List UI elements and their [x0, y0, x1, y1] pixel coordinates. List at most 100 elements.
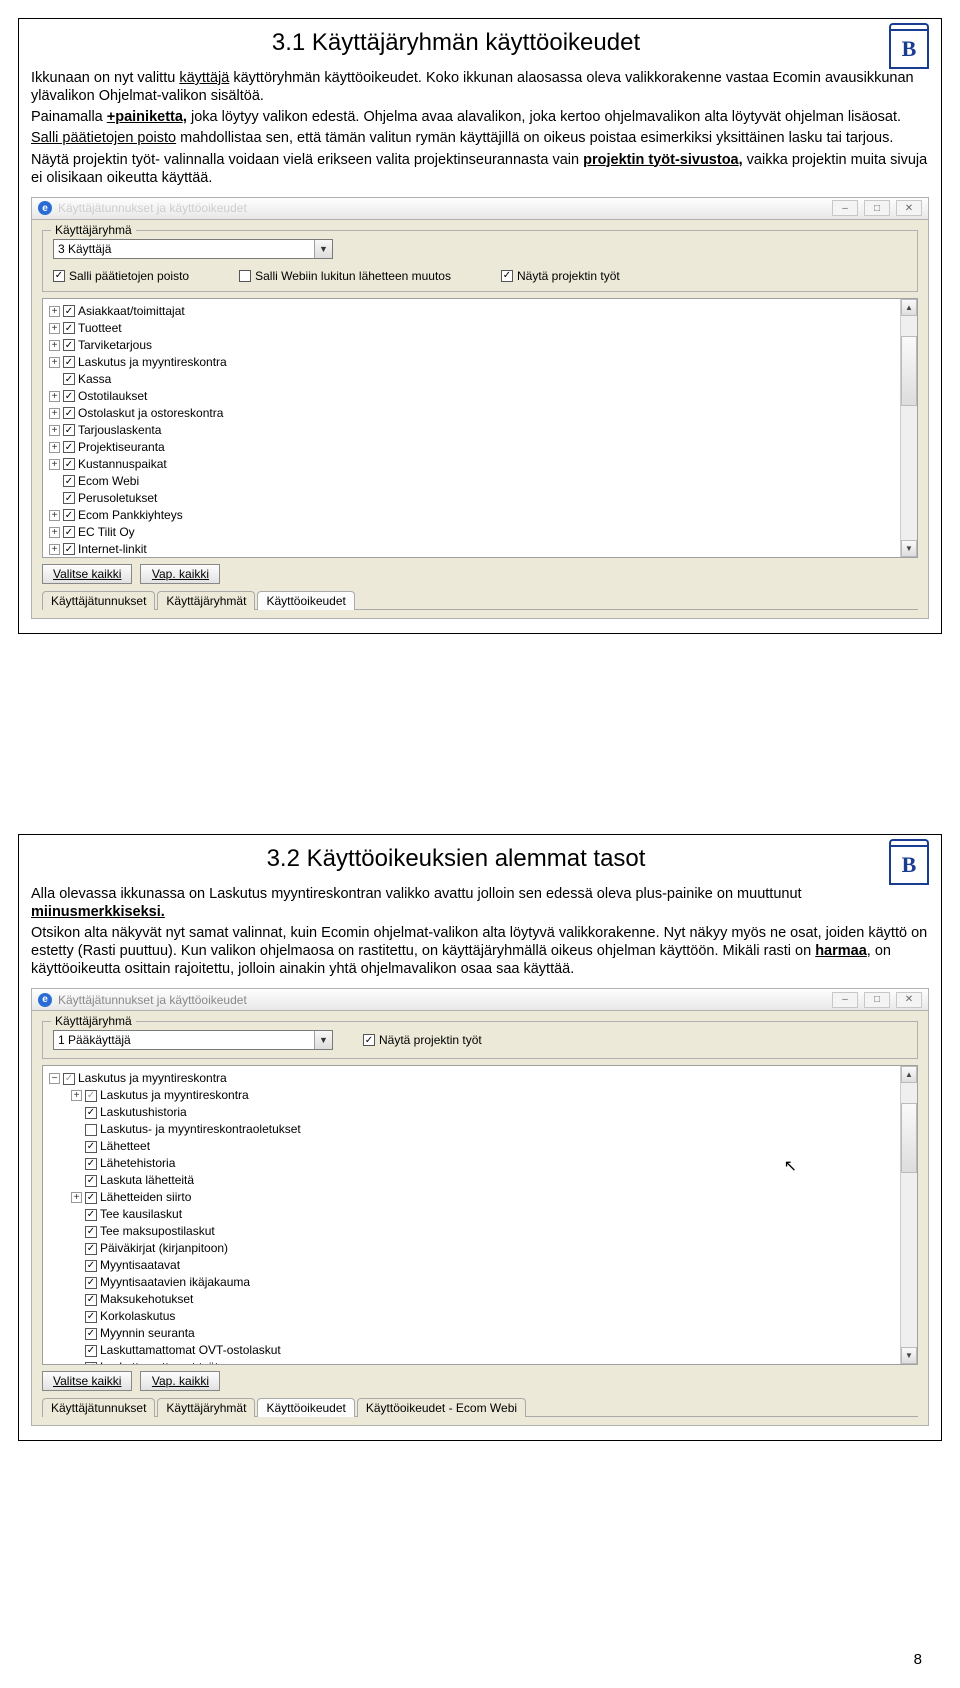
tree-item[interactable]: ✓Tee maksupostilaskut [49, 1223, 894, 1240]
scroll-down-icon[interactable]: ▼ [901, 1347, 917, 1364]
user-group-combo[interactable]: 3 Käyttäjä ▼ [53, 239, 333, 259]
tree-item[interactable]: ✓Lähetteet [49, 1138, 894, 1155]
tab[interactable]: Käyttäjätunnukset [42, 1398, 155, 1417]
tree-item[interactable]: +✓Projektiseuranta [49, 439, 894, 456]
expand-icon[interactable]: + [49, 510, 60, 521]
checkbox-icon[interactable]: ✓ [85, 1090, 97, 1102]
checkbox-icon[interactable]: ✓ [63, 492, 75, 504]
chevron-down-icon[interactable]: ▼ [314, 1031, 332, 1049]
allow-web-locked-checkbox[interactable]: Salli Webiin lukitun lähetteen muutos [239, 269, 451, 283]
select-all-button[interactable]: Valitse kaikki [42, 1371, 132, 1391]
checkbox-icon[interactable]: ✓ [85, 1243, 97, 1255]
tree-item[interactable]: ✓Korkolaskutus [49, 1308, 894, 1325]
scroll-thumb[interactable] [901, 336, 917, 406]
tree-item[interactable]: ✓Laskuta lähetteitä [49, 1172, 894, 1189]
tree-item[interactable]: +✓Ecom Pankkiyhteys [49, 507, 894, 524]
expand-icon[interactable]: + [49, 340, 60, 351]
checkbox-icon[interactable]: ✓ [63, 390, 75, 402]
release-all-button[interactable]: Vap. kaikki [140, 564, 220, 584]
expand-icon[interactable]: + [49, 459, 60, 470]
tree-item[interactable]: +✓Ostotilaukset [49, 388, 894, 405]
tab[interactable]: Käyttäjäryhmät [157, 1398, 255, 1417]
tree-item[interactable]: +✓Kustannuspaikat [49, 456, 894, 473]
checkbox-icon[interactable]: ✓ [85, 1209, 97, 1221]
expand-icon[interactable]: + [49, 323, 60, 334]
checkbox-icon[interactable]: ✓ [85, 1158, 97, 1170]
tree-item[interactable]: ✓Lähetehistoria [49, 1155, 894, 1172]
checkbox-icon[interactable]: ✓ [85, 1294, 97, 1306]
tree-item[interactable]: +✓Tuotteet [49, 320, 894, 337]
expand-icon[interactable]: + [49, 442, 60, 453]
expand-icon[interactable]: + [49, 425, 60, 436]
checkbox-icon[interactable]: ✓ [85, 1277, 97, 1289]
expand-icon[interactable]: + [49, 391, 60, 402]
maximize-icon[interactable]: □ [864, 200, 890, 216]
tree-item[interactable]: +✓Internet-linkit [49, 541, 894, 558]
expand-icon[interactable]: + [71, 1090, 82, 1101]
tree-item[interactable]: ✓Myyntisaatavat [49, 1257, 894, 1274]
tree-item[interactable]: ✓Laskuttamattomat OVT-ostolaskut [49, 1342, 894, 1359]
tree-item[interactable]: ✓Kassa [49, 371, 894, 388]
show-project-work-checkbox[interactable]: ✓ Näytä projektin työt [363, 1033, 482, 1047]
close-icon[interactable]: ✕ [896, 200, 922, 216]
tree-item[interactable]: ✓Myynnin seuranta [49, 1325, 894, 1342]
tree-item[interactable]: +✓EC Tilit Oy [49, 524, 894, 541]
tree-item[interactable]: ✓Myyntisaatavien ikäjakauma [49, 1274, 894, 1291]
tree-item[interactable]: +✓Laskutus ja myyntireskontra [49, 354, 894, 371]
scroll-thumb[interactable] [901, 1103, 917, 1173]
scrollbar[interactable]: ▲ ▼ [900, 299, 917, 557]
tree-item[interactable]: +✓Laskutus ja myyntireskontra [49, 1087, 894, 1104]
close-icon[interactable]: ✕ [896, 992, 922, 1008]
checkbox-icon[interactable]: ✓ [85, 1362, 97, 1366]
expand-icon[interactable]: + [49, 306, 60, 317]
show-project-work-checkbox[interactable]: ✓ Näytä projektin työt [501, 269, 620, 283]
tree-item[interactable]: ✓Ecom Webi [49, 473, 894, 490]
tree-item[interactable]: +✓Asiakkaat/toimittajat [49, 303, 894, 320]
checkbox-icon[interactable]: ✓ [85, 1226, 97, 1238]
scroll-up-icon[interactable]: ▲ [901, 1066, 917, 1083]
checkbox-icon[interactable] [85, 1124, 97, 1136]
expand-icon[interactable]: + [49, 544, 60, 555]
checkbox-icon[interactable]: ✓ [63, 373, 75, 385]
scroll-up-icon[interactable]: ▲ [901, 299, 917, 316]
tree-item[interactable]: Laskutus- ja myyntireskontraoletukset [49, 1121, 894, 1138]
checkbox-icon[interactable]: ✓ [85, 1175, 97, 1187]
checkbox-icon[interactable]: ✓ [63, 475, 75, 487]
tab[interactable]: Käyttäjätunnukset [42, 591, 155, 610]
tab[interactable]: Käyttöoikeudet [257, 1398, 354, 1417]
tree-item[interactable]: ✓Perusoletukset [49, 490, 894, 507]
scroll-down-icon[interactable]: ▼ [901, 540, 917, 557]
checkbox-icon[interactable]: ✓ [63, 305, 75, 317]
checkbox-icon[interactable]: ✓ [85, 1107, 97, 1119]
expand-icon[interactable]: + [49, 527, 60, 538]
checkbox-icon[interactable]: ✓ [63, 543, 75, 555]
checkbox-icon[interactable]: ✓ [85, 1141, 97, 1153]
tree-item[interactable]: −✓Laskutus ja myyntireskontra [49, 1070, 894, 1087]
tree-item[interactable]: ✓Päiväkirjat (kirjanpitoon) [49, 1240, 894, 1257]
minimize-icon[interactable]: – [832, 992, 858, 1008]
allow-delete-checkbox[interactable]: ✓ Salli päätietojen poisto [53, 269, 189, 283]
checkbox-icon[interactable]: ✓ [85, 1260, 97, 1272]
checkbox-icon[interactable]: ✓ [63, 1073, 75, 1085]
maximize-icon[interactable]: □ [864, 992, 890, 1008]
tree-item[interactable]: +✓Tarviketarjous [49, 337, 894, 354]
tab[interactable]: Käyttäjäryhmät [157, 591, 255, 610]
tree-item[interactable]: ✓Laskuttamattomat työt [49, 1359, 894, 1365]
checkbox-icon[interactable]: ✓ [85, 1345, 97, 1357]
expand-icon[interactable]: + [71, 1192, 82, 1203]
checkbox-icon[interactable]: ✓ [63, 441, 75, 453]
checkbox-icon[interactable]: ✓ [85, 1192, 97, 1204]
scrollbar[interactable]: ▲ ▼ [900, 1066, 917, 1364]
tree-item[interactable]: ✓Tee kausilaskut [49, 1206, 894, 1223]
checkbox-icon[interactable]: ✓ [63, 407, 75, 419]
checkbox-icon[interactable]: ✓ [63, 424, 75, 436]
checkbox-icon[interactable]: ✓ [63, 526, 75, 538]
tree-item[interactable]: +✓Tarjouslaskenta [49, 422, 894, 439]
checkbox-icon[interactable]: ✓ [63, 356, 75, 368]
select-all-button[interactable]: Valitse kaikki [42, 564, 132, 584]
tree-item[interactable]: ✓Laskutushistoria [49, 1104, 894, 1121]
tab[interactable]: Käyttöoikeudet [257, 591, 354, 610]
user-group-combo[interactable]: 1 Pääkäyttäjä ▼ [53, 1030, 333, 1050]
tree-item[interactable]: ✓Maksukehotukset [49, 1291, 894, 1308]
checkbox-icon[interactable]: ✓ [63, 339, 75, 351]
